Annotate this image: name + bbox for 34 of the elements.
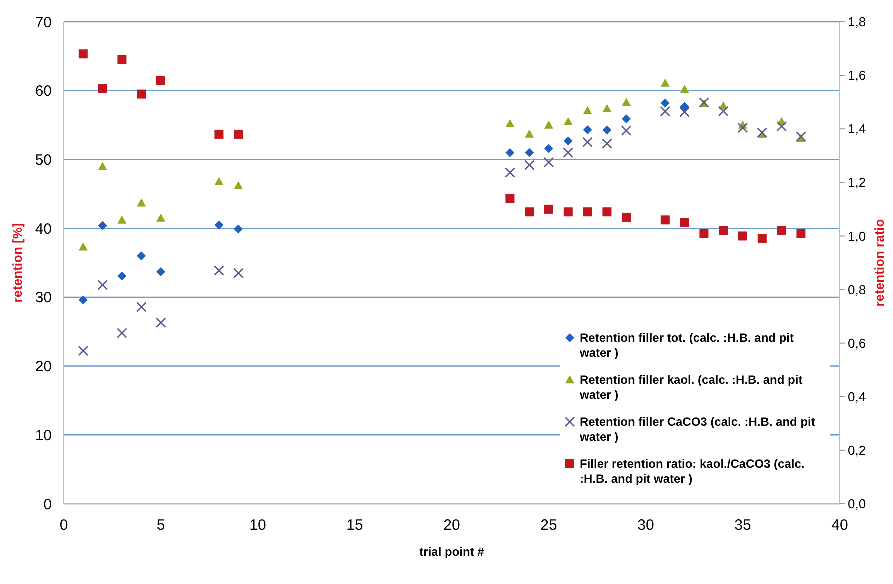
y2-tick-label: 0,2	[848, 442, 866, 458]
x-tick-label: 15	[346, 517, 364, 534]
y-tick-label: 40	[35, 220, 52, 238]
legend-label: Retention filler tot. (calc. :H.B. and pit water )	[579, 331, 794, 360]
x-tick-label: 5	[156, 517, 166, 534]
y-tick-label: 70	[35, 14, 52, 32]
x-tick-label: 25	[540, 517, 558, 534]
y-tick-label: 60	[35, 83, 52, 100]
y-axis-title: retention [%]	[10, 223, 25, 303]
legend-label: Retention filler CaCO3 (calc. :H.B. and pit water )	[579, 415, 816, 444]
y2-tick-label: 0,6	[848, 336, 866, 351]
y2-tick-label: 0,4	[848, 389, 866, 404]
y-tick-label: 10	[35, 427, 52, 444]
x-tick-label: 0	[60, 517, 68, 534]
y-tick-label: 0	[44, 496, 52, 514]
x-tick-label: 40	[832, 517, 848, 534]
y-tick-label: 20	[35, 358, 52, 376]
x-tick-label: 30	[638, 517, 654, 534]
y-tick-label: 50	[35, 152, 52, 169]
y2-tick-label: 0,0	[848, 496, 866, 512]
x-tick-label: 20	[444, 517, 460, 534]
y2-tick-label: 1,0	[848, 228, 866, 244]
y2-tick-label: 0,8	[848, 282, 866, 298]
x-tick-label: 35	[734, 517, 752, 534]
legend-label: Retention filler kaol. (calc. :H.B. and pit water )	[579, 373, 803, 402]
y2-tick-label: 1,2	[848, 175, 866, 190]
y-tick-label: 30	[35, 290, 52, 307]
y2-tick-label: 1,8	[848, 14, 866, 30]
y2-axis-title: retention ratio	[872, 219, 887, 307]
y2-tick-label: 1,4	[848, 122, 866, 137]
x-axis-title: trial point #	[420, 545, 485, 559]
legend-label: Filler retention ratio: kaol./CaCO3 (calc. :H.B. and pit water )	[580, 457, 805, 486]
y2-tick-label: 1,6	[848, 68, 866, 84]
x-tick-label: 10	[250, 517, 266, 534]
